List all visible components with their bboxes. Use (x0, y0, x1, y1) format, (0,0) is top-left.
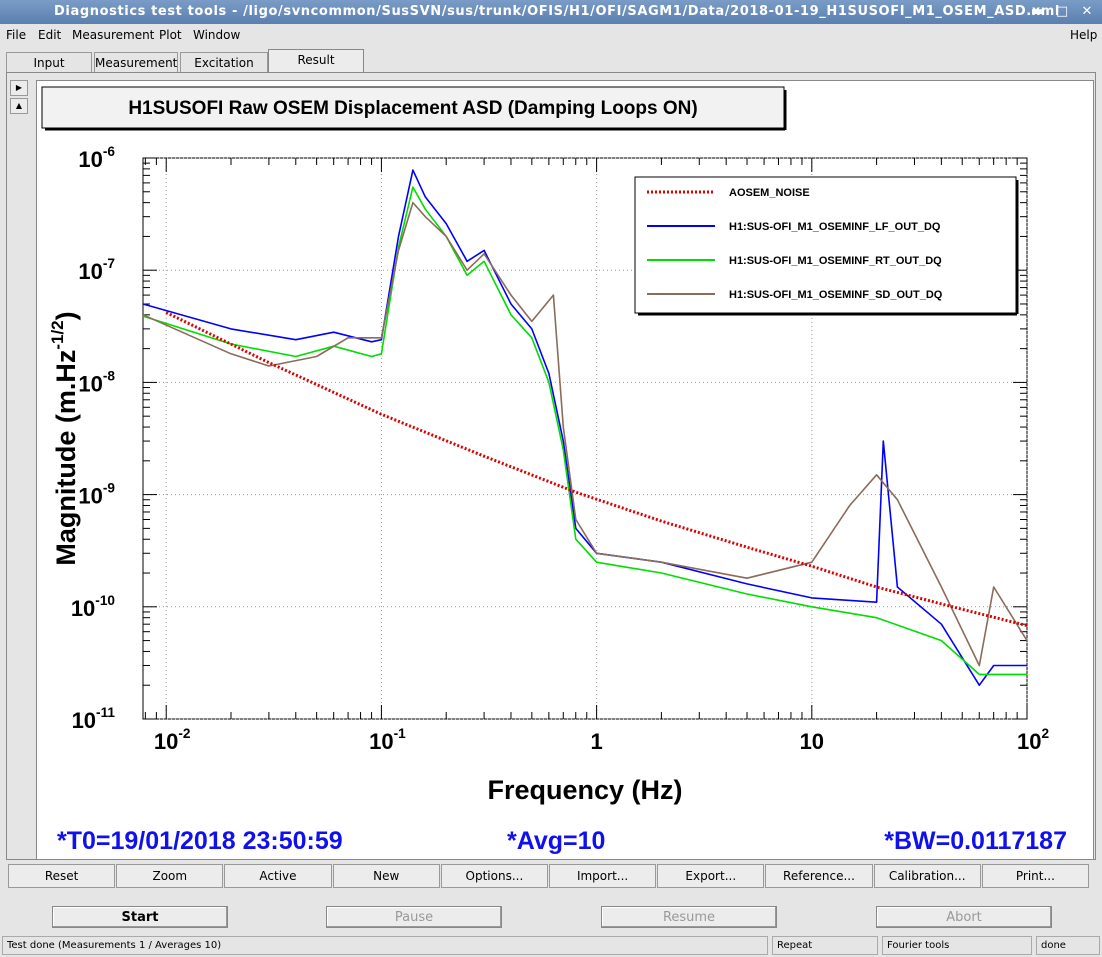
annotation-t0: *T0=19/01/2018 23:50:59 (57, 827, 343, 855)
toolbar-button-active[interactable]: Active (224, 864, 332, 888)
legend-label: H1:SUS-OFI_M1_OSEMINF_LF_OUT_DQ (729, 221, 941, 233)
menu-help[interactable]: Help (1070, 28, 1098, 42)
toolbar-button-new[interactable]: New (332, 864, 440, 888)
window-titlebar: Diagnostics test tools - /ligo/svncommon… (0, 0, 1102, 24)
annotation-bw: *BW=0.0117187 (884, 827, 1067, 855)
minimize-icon[interactable]: ▬ (1030, 4, 1044, 19)
x-tick-label: 10 (800, 729, 824, 754)
y-tick-label: 10-11 (72, 705, 116, 733)
plot-toolbar: Reset Zoom Active New Options... Import... Exp… (8, 864, 1090, 888)
y-tick-label: 10-10 (71, 593, 116, 621)
status-state: done (1036, 936, 1100, 955)
x-tick-label: 102 (1017, 726, 1049, 754)
toolbar-button-options[interactable]: Options... (440, 864, 548, 888)
toolbar-button-export[interactable]: Export... (657, 864, 765, 888)
y-tick-label: 10-8 (78, 368, 115, 396)
tab-input[interactable]: Input (6, 52, 92, 73)
close-icon[interactable]: ✕ (1081, 4, 1093, 19)
toolbar-button-calibration[interactable]: Calibration... (873, 864, 981, 888)
maximize-icon[interactable]: □ (1055, 4, 1069, 19)
tab-result[interactable]: Result (268, 49, 364, 73)
menu-file[interactable]: File (6, 28, 27, 42)
legend-label: AOSEM_NOISE (729, 187, 810, 199)
tab-measurement[interactable]: Measurement (94, 52, 178, 73)
start-button[interactable]: Start (52, 906, 228, 928)
menu-window[interactable]: Window (193, 28, 241, 42)
abort-button[interactable]: Abort (876, 906, 1052, 928)
y-tick-label: 10-9 (78, 481, 115, 509)
pause-button[interactable]: Pause (326, 906, 502, 928)
x-tick-label: 10-1 (369, 726, 406, 754)
toolbar-button-zoom[interactable]: Zoom (116, 864, 224, 888)
x-tick-label: 10-2 (154, 726, 191, 754)
legend-box (634, 176, 1017, 314)
menu-edit[interactable]: Edit (38, 28, 62, 42)
toolbar-button-print[interactable]: Print... (981, 864, 1089, 888)
series-h1-sus-ofi-m1-oseminf-rt-out-dq (142, 186, 1027, 676)
legend-label: H1:SUS-OFI_M1_OSEMINF_RT_OUT_DQ (729, 255, 942, 267)
toolbar-button-import[interactable]: Import... (549, 864, 657, 888)
status-repeat: Repeat (772, 936, 878, 955)
series-aosem-noise (165, 311, 1028, 628)
status-tools: Fourier tools (882, 936, 1032, 955)
menu-measurement[interactable]: Measurement (72, 28, 155, 42)
status-bar: Test done (Measurements 1 / Averages 10)… (0, 934, 1102, 956)
status-message: Test done (Measurements 1 / Averages 10) (2, 936, 768, 955)
x-tick-label: 1 (590, 729, 602, 754)
menu-bar: File Edit Measurement Plot Window Help (0, 24, 1102, 48)
tab-excitation[interactable]: Excitation (180, 52, 268, 73)
chart-title: H1SUSOFI Raw OSEM Displacement ASD (Damp… (128, 98, 697, 119)
x-axis-label: Frequency (Hz) (487, 775, 682, 805)
y-tick-label: 10-6 (78, 144, 115, 172)
toolbar-button-reference[interactable]: Reference... (765, 864, 873, 888)
chart-title-box (41, 86, 785, 129)
series-h1-sus-ofi-m1-oseminf-sd-out-dq (142, 201, 1028, 667)
series-h1-sus-ofi-m1-oseminf-lf-out-dq (142, 169, 1027, 687)
annotation-avg: *Avg=10 (507, 827, 605, 855)
plot-canvas[interactable]: H1SUSOFI Raw OSEM Displacement ASD (Damp… (36, 80, 1094, 860)
scroll-right-icon[interactable]: ▶ (10, 80, 28, 96)
window-title: Diagnostics test tools - /ligo/svncommon… (54, 4, 1060, 19)
y-axis-label: Magnitude (m.Hz-1/2) (48, 311, 81, 565)
toolbar-button-reset[interactable]: Reset (8, 864, 116, 888)
asd-chart: H1SUSOFI Raw OSEM Displacement ASD (Damp… (41, 86, 1067, 855)
legend-label: H1:SUS-OFI_M1_OSEMINF_SD_OUT_DQ (729, 289, 943, 301)
menu-plot[interactable]: Plot (159, 28, 182, 42)
resume-button[interactable]: Resume (601, 906, 777, 928)
scroll-up-icon[interactable]: ▲ (10, 98, 28, 114)
y-tick-label: 10-7 (78, 256, 115, 284)
